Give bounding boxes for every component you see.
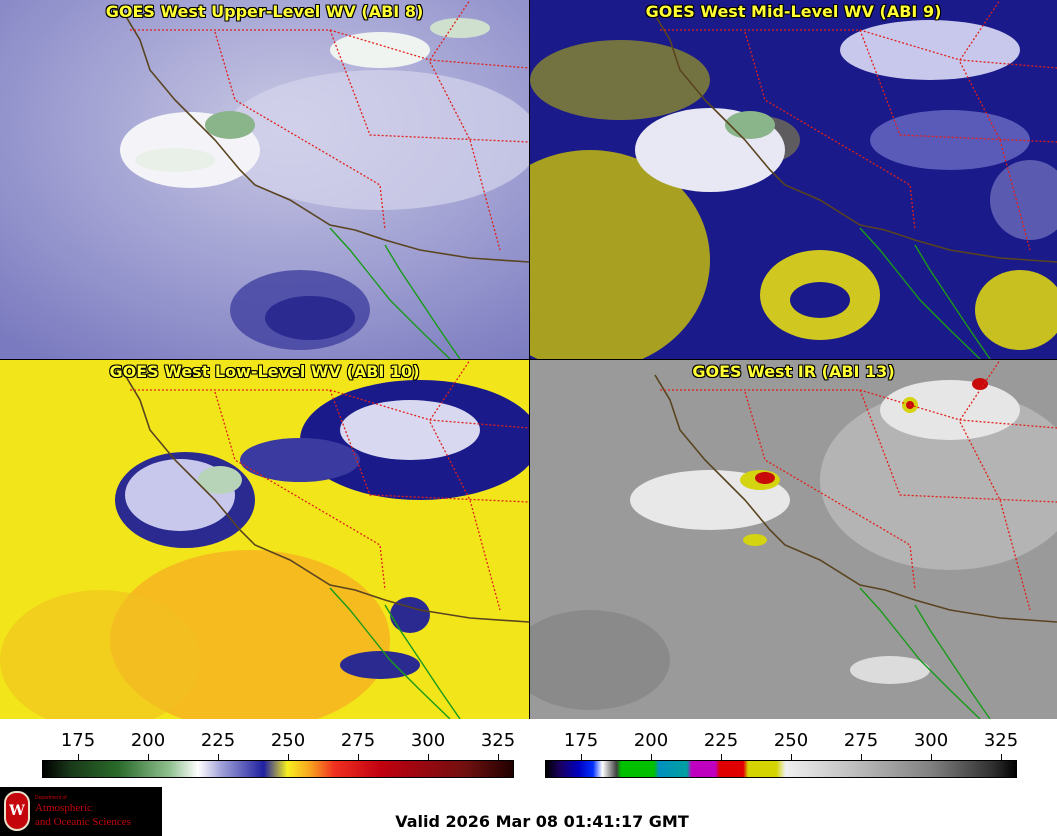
panel-low-level-wv: GOES West Low-Level WV (ABI 10) <box>0 360 529 719</box>
panel-upper-level-wv: GOES West Upper-Level WV (ABI 8) <box>0 0 529 359</box>
tick-label: 200 <box>633 730 669 751</box>
colorbar-ir-ticks: 175 200 225 250 275 300 325 <box>545 730 1019 754</box>
tick-mark <box>498 754 499 760</box>
uw-crest-icon: W <box>4 791 30 831</box>
low-level-wv-image <box>0 360 529 719</box>
panel-title: GOES West IR (ABI 13) <box>692 362 895 381</box>
tick-label: 175 <box>563 730 599 751</box>
tick-label: 325 <box>983 730 1019 751</box>
mid-level-wv-image <box>530 0 1057 359</box>
tick-mark <box>1001 754 1002 760</box>
panel-divider-horizontal <box>0 359 1057 360</box>
tick-mark <box>78 754 79 760</box>
tick-mark <box>791 754 792 760</box>
colorbar-wv-gradient <box>42 760 514 778</box>
ir-image <box>530 360 1057 719</box>
upper-level-wv-image <box>0 0 529 359</box>
tick-label: 275 <box>340 730 376 751</box>
tick-label: 300 <box>913 730 949 751</box>
tick-mark <box>358 754 359 760</box>
tick-label: 325 <box>480 730 516 751</box>
panel-title: GOES West Low-Level WV (ABI 10) <box>109 362 420 381</box>
tick-label: 225 <box>200 730 236 751</box>
tick-mark <box>721 754 722 760</box>
tick-mark <box>428 754 429 760</box>
tick-label: 275 <box>843 730 879 751</box>
tick-mark <box>148 754 149 760</box>
tick-label: 300 <box>410 730 446 751</box>
tick-label: 175 <box>60 730 96 751</box>
tick-mark <box>581 754 582 760</box>
logo-oceanic-line: and Oceanic Sciences <box>35 816 131 828</box>
colorbar-ir: 175 200 225 250 275 300 325 <box>545 730 1019 778</box>
uw-aos-logo: W Department of Atmospheric and Oceanic … <box>0 787 162 836</box>
tick-label: 250 <box>773 730 809 751</box>
panel-ir: GOES West IR (ABI 13) <box>530 360 1057 719</box>
logo-atmospheric-line: Atmospheric <box>35 802 92 814</box>
tick-mark <box>651 754 652 760</box>
panel-mid-level-wv: GOES West Mid-Level WV (ABI 9) <box>530 0 1057 359</box>
tick-label: 250 <box>270 730 306 751</box>
tick-mark <box>931 754 932 760</box>
tick-label: 200 <box>130 730 166 751</box>
tick-mark <box>218 754 219 760</box>
colorbar-wv-ticks: 175 200 225 250 275 300 325 <box>42 730 516 754</box>
colorbar-ir-gradient <box>545 760 1017 778</box>
valid-time-label: Valid 2026 Mar 08 01:41:17 GMT <box>395 812 689 831</box>
colorbar-wv: 175 200 225 250 275 300 325 <box>42 730 516 778</box>
tick-mark <box>861 754 862 760</box>
tick-label: 225 <box>703 730 739 751</box>
logo-department-line: Department of <box>35 795 67 801</box>
panel-title: GOES West Mid-Level WV (ABI 9) <box>645 2 942 21</box>
tick-mark <box>288 754 289 760</box>
panel-title: GOES West Upper-Level WV (ABI 8) <box>105 2 424 21</box>
